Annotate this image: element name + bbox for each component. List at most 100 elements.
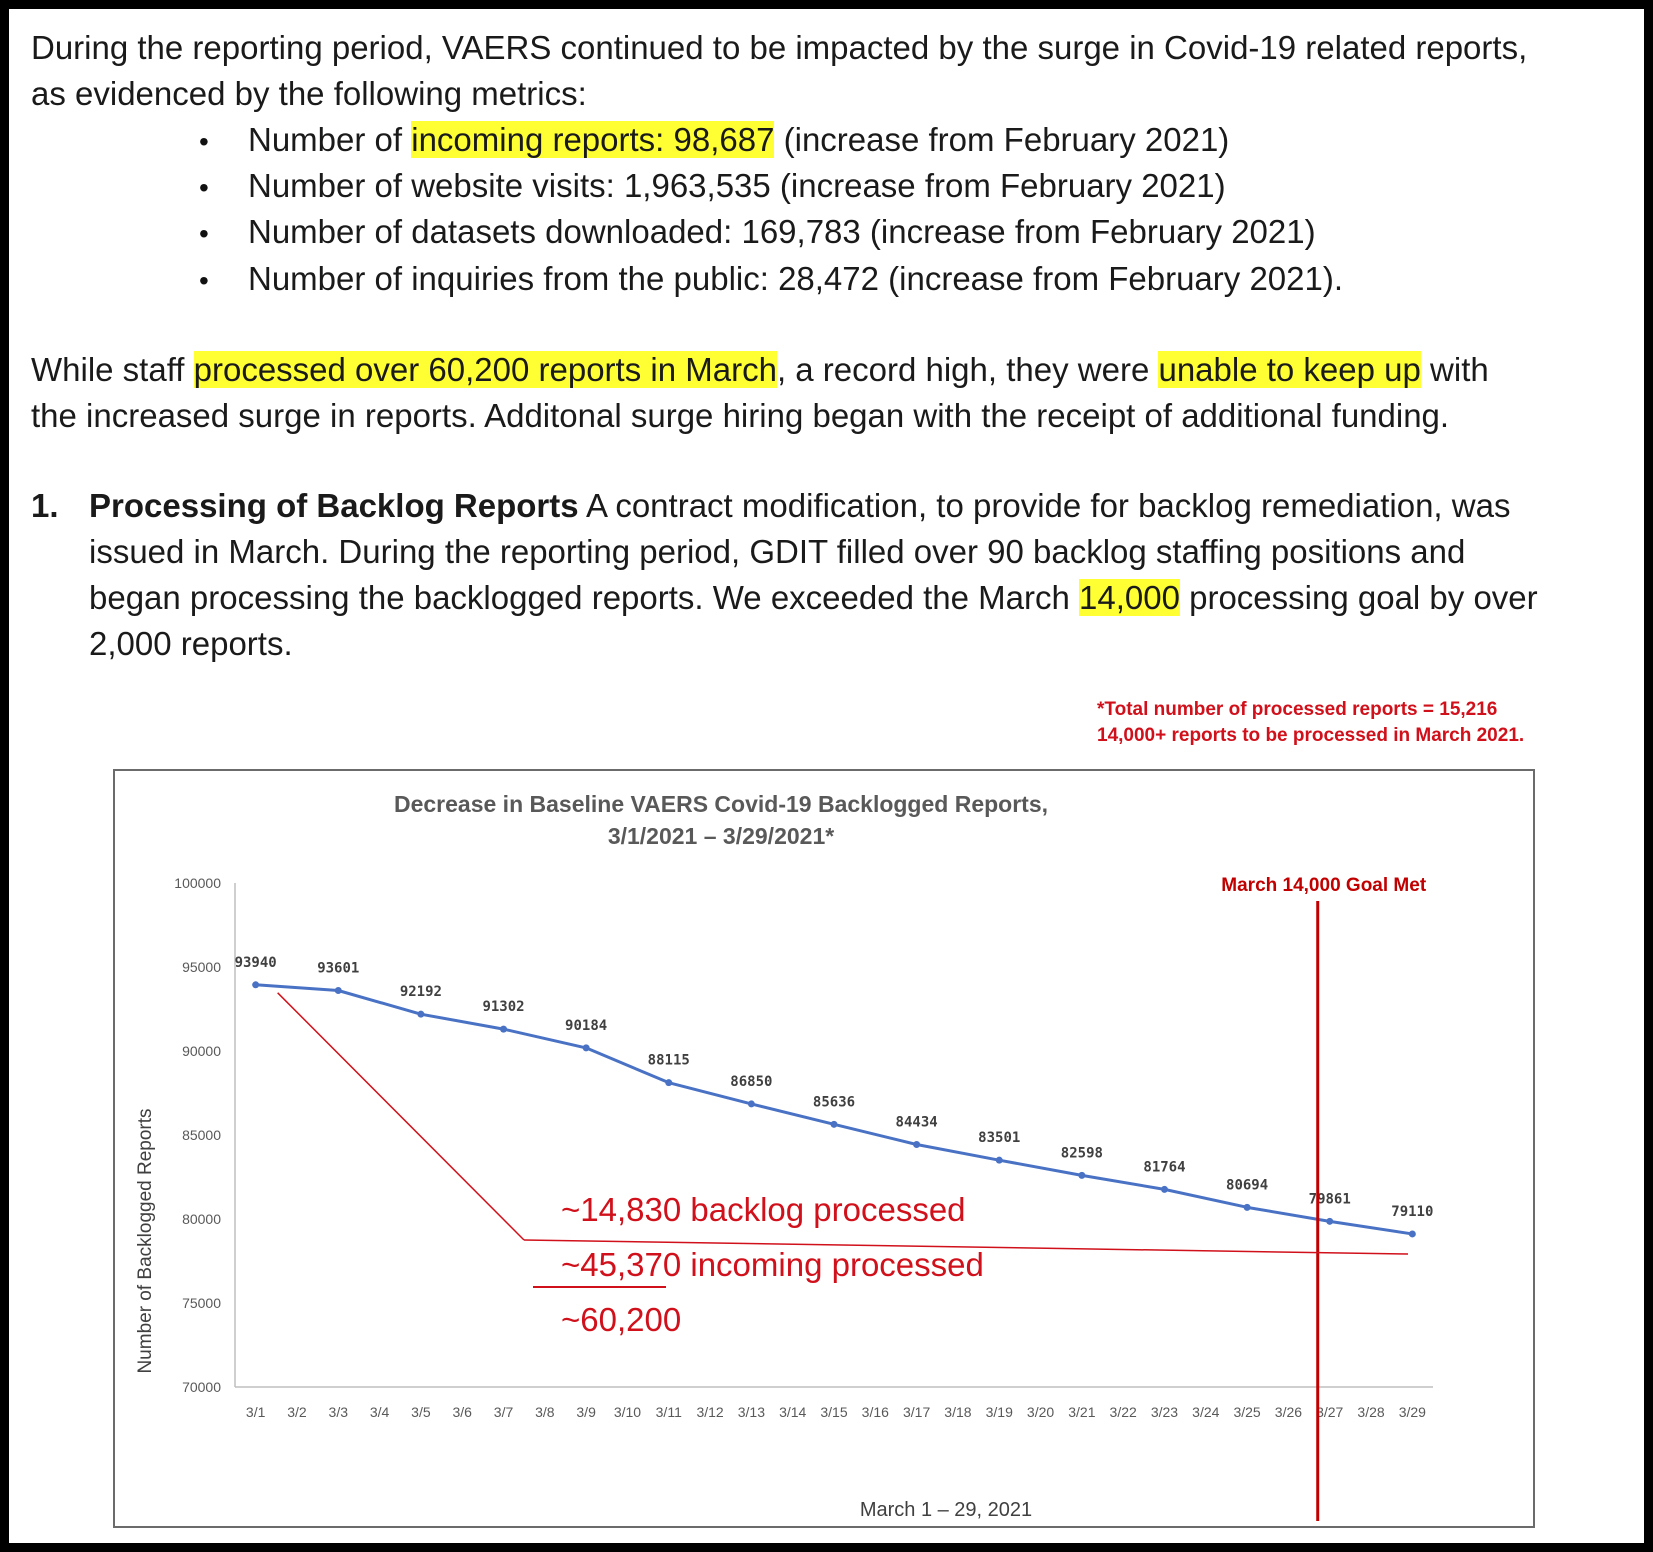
intro-line-2: as evidenced by the following metrics: bbox=[31, 75, 587, 112]
bullet-dot: • bbox=[199, 218, 209, 249]
annotation-diagonal-line bbox=[277, 992, 525, 1241]
chart-title: Decrease in Baseline VAERS Covid-19 Back… bbox=[394, 791, 1048, 817]
data-label: 93940 bbox=[235, 955, 277, 971]
item1-line-4: 2,000 reports. bbox=[89, 625, 293, 662]
metric-text: (increase from February 2021) bbox=[774, 121, 1230, 158]
data-label: 88115 bbox=[648, 1053, 690, 1069]
text: processing goal by over bbox=[1179, 579, 1538, 616]
y-axis-label: Number of Backlogged Reports bbox=[135, 1108, 156, 1373]
text: While staff bbox=[31, 351, 194, 388]
x-tick-label: 3/8 bbox=[535, 1404, 555, 1420]
data-point bbox=[665, 1079, 673, 1087]
data-point bbox=[582, 1044, 590, 1052]
staff-paragraph-line-1: While staff processed over 60,200 report… bbox=[31, 347, 1489, 393]
x-tick-label: 3/23 bbox=[1151, 1404, 1178, 1420]
y-axis-ticks: 70000 75000 80000 85000 90000 95000 100000 bbox=[174, 875, 221, 1395]
text: , a record high, they were bbox=[776, 351, 1159, 388]
x-tick-label: 3/15 bbox=[820, 1404, 847, 1420]
bullet-dot: • bbox=[199, 172, 209, 203]
backlog-line-chart: Decrease in Baseline VAERS Covid-19 Back… bbox=[113, 769, 1535, 1528]
data-point bbox=[1160, 1185, 1168, 1193]
x-tick-label: 3/4 bbox=[370, 1404, 390, 1420]
backlog-processed-annotation: ~14,830 backlog processed bbox=[561, 1191, 966, 1228]
text: A contract modification, to provide for … bbox=[578, 487, 1511, 524]
data-point bbox=[1243, 1203, 1251, 1211]
data-point bbox=[747, 1100, 755, 1108]
x-axis-label: March 1 – 29, 2021 bbox=[860, 1499, 1032, 1521]
x-tick-label: 3/7 bbox=[494, 1404, 514, 1420]
metric-public-inquiries: Number of inquiries from the public: 28,… bbox=[248, 260, 1344, 297]
data-point bbox=[252, 981, 260, 989]
x-tick-label: 3/29 bbox=[1399, 1404, 1426, 1420]
x-tick-label: 3/1 bbox=[246, 1404, 266, 1420]
y-tick-label: 95000 bbox=[182, 959, 221, 975]
total-processed-annotation: ~60,200 bbox=[561, 1301, 682, 1338]
highlight: processed over 60,200 reports in March bbox=[193, 351, 777, 388]
x-tick-label: 3/19 bbox=[986, 1404, 1013, 1420]
x-tick-label: 3/5 bbox=[411, 1404, 431, 1420]
x-tick-label: 3/3 bbox=[329, 1404, 349, 1420]
data-point bbox=[1408, 1230, 1416, 1238]
data-point bbox=[500, 1025, 508, 1033]
text: began processing the backlogged reports.… bbox=[89, 579, 1079, 616]
text: with bbox=[1420, 351, 1489, 388]
data-label: 85636 bbox=[813, 1094, 855, 1110]
goal-line-label: March 14,000 Goal Met bbox=[1221, 875, 1427, 896]
data-point bbox=[830, 1120, 838, 1128]
chart-svg: Decrease in Baseline VAERS Covid-19 Back… bbox=[135, 791, 1433, 1521]
data-point bbox=[417, 1010, 425, 1018]
x-tick-label: 3/27 bbox=[1316, 1404, 1343, 1420]
data-label: 79110 bbox=[1391, 1204, 1433, 1220]
data-label: 92192 bbox=[400, 984, 442, 1000]
data-label: 90184 bbox=[565, 1018, 607, 1034]
processed-total-note: *Total number of processed reports = 15,… bbox=[1097, 699, 1498, 720]
data-label: 84434 bbox=[896, 1115, 938, 1131]
data-label: 91302 bbox=[482, 999, 524, 1015]
item1-line-2: issued in March. During the reporting pe… bbox=[89, 533, 1466, 570]
data-point bbox=[1078, 1171, 1086, 1179]
data-point bbox=[1326, 1217, 1334, 1225]
x-tick-label: 3/28 bbox=[1357, 1404, 1384, 1420]
annotation-lines bbox=[277, 992, 1409, 1288]
x-tick-label: 3/20 bbox=[1027, 1404, 1054, 1420]
staff-paragraph-line-2: the increased surge in reports. Additona… bbox=[31, 397, 1450, 434]
highlight: incoming reports: 98,687 bbox=[411, 121, 775, 158]
x-axis-ticks: 3/1 3/2 3/3 3/4 3/5 3/6 3/7 3/8 3/9 3/10 3/11 3/12 3… bbox=[246, 1404, 1426, 1420]
data-point bbox=[334, 987, 342, 995]
highlight: unable to keep up bbox=[1158, 351, 1421, 388]
bullet-dot: • bbox=[199, 126, 209, 157]
data-label: 79861 bbox=[1309, 1191, 1351, 1207]
chart-subtitle: 3/1/2021 – 3/29/2021* bbox=[608, 823, 834, 849]
x-tick-label: 3/9 bbox=[576, 1404, 596, 1420]
y-tick-label: 80000 bbox=[182, 1211, 221, 1227]
data-label: 81764 bbox=[1143, 1159, 1185, 1175]
data-point bbox=[995, 1156, 1003, 1164]
data-label: 80694 bbox=[1226, 1177, 1268, 1193]
x-tick-label: 3/24 bbox=[1192, 1404, 1219, 1420]
item-heading: Processing of Backlog Reports bbox=[89, 487, 579, 524]
item1-line-3: began processing the backlogged reports.… bbox=[89, 575, 1538, 621]
y-tick-label: 70000 bbox=[182, 1379, 221, 1395]
y-tick-label: 85000 bbox=[182, 1127, 221, 1143]
x-tick-label: 3/14 bbox=[779, 1404, 806, 1420]
x-tick-label: 3/16 bbox=[862, 1404, 889, 1420]
x-tick-label: 3/2 bbox=[287, 1404, 307, 1420]
x-tick-label: 3/21 bbox=[1068, 1404, 1095, 1420]
processed-goal-note: 14,000+ reports to be processed in March… bbox=[1097, 725, 1525, 746]
x-tick-label: 3/12 bbox=[696, 1404, 723, 1420]
data-label: 93601 bbox=[317, 961, 359, 977]
metric-website-visits: Number of website visits: 1,963,535 (inc… bbox=[248, 167, 1226, 204]
x-tick-label: 3/6 bbox=[452, 1404, 472, 1420]
y-tick-label: 100000 bbox=[174, 875, 221, 891]
bullet-dot: • bbox=[199, 265, 209, 296]
x-tick-label: 3/11 bbox=[656, 1404, 682, 1420]
document-page: During the reporting period, VAERS conti… bbox=[9, 9, 1644, 1543]
chart-axes bbox=[234, 883, 1433, 1388]
data-label: 83501 bbox=[978, 1130, 1020, 1146]
metric-incoming-reports: Number of incoming reports: 98,687 (incr… bbox=[248, 117, 1229, 163]
x-tick-label: 3/10 bbox=[614, 1404, 641, 1420]
x-tick-label: 3/25 bbox=[1233, 1404, 1260, 1420]
highlight: 14,000 bbox=[1079, 579, 1180, 616]
chart-series bbox=[252, 981, 1416, 1238]
item1-line-1: Processing of Backlog Reports A contract… bbox=[89, 483, 1510, 529]
